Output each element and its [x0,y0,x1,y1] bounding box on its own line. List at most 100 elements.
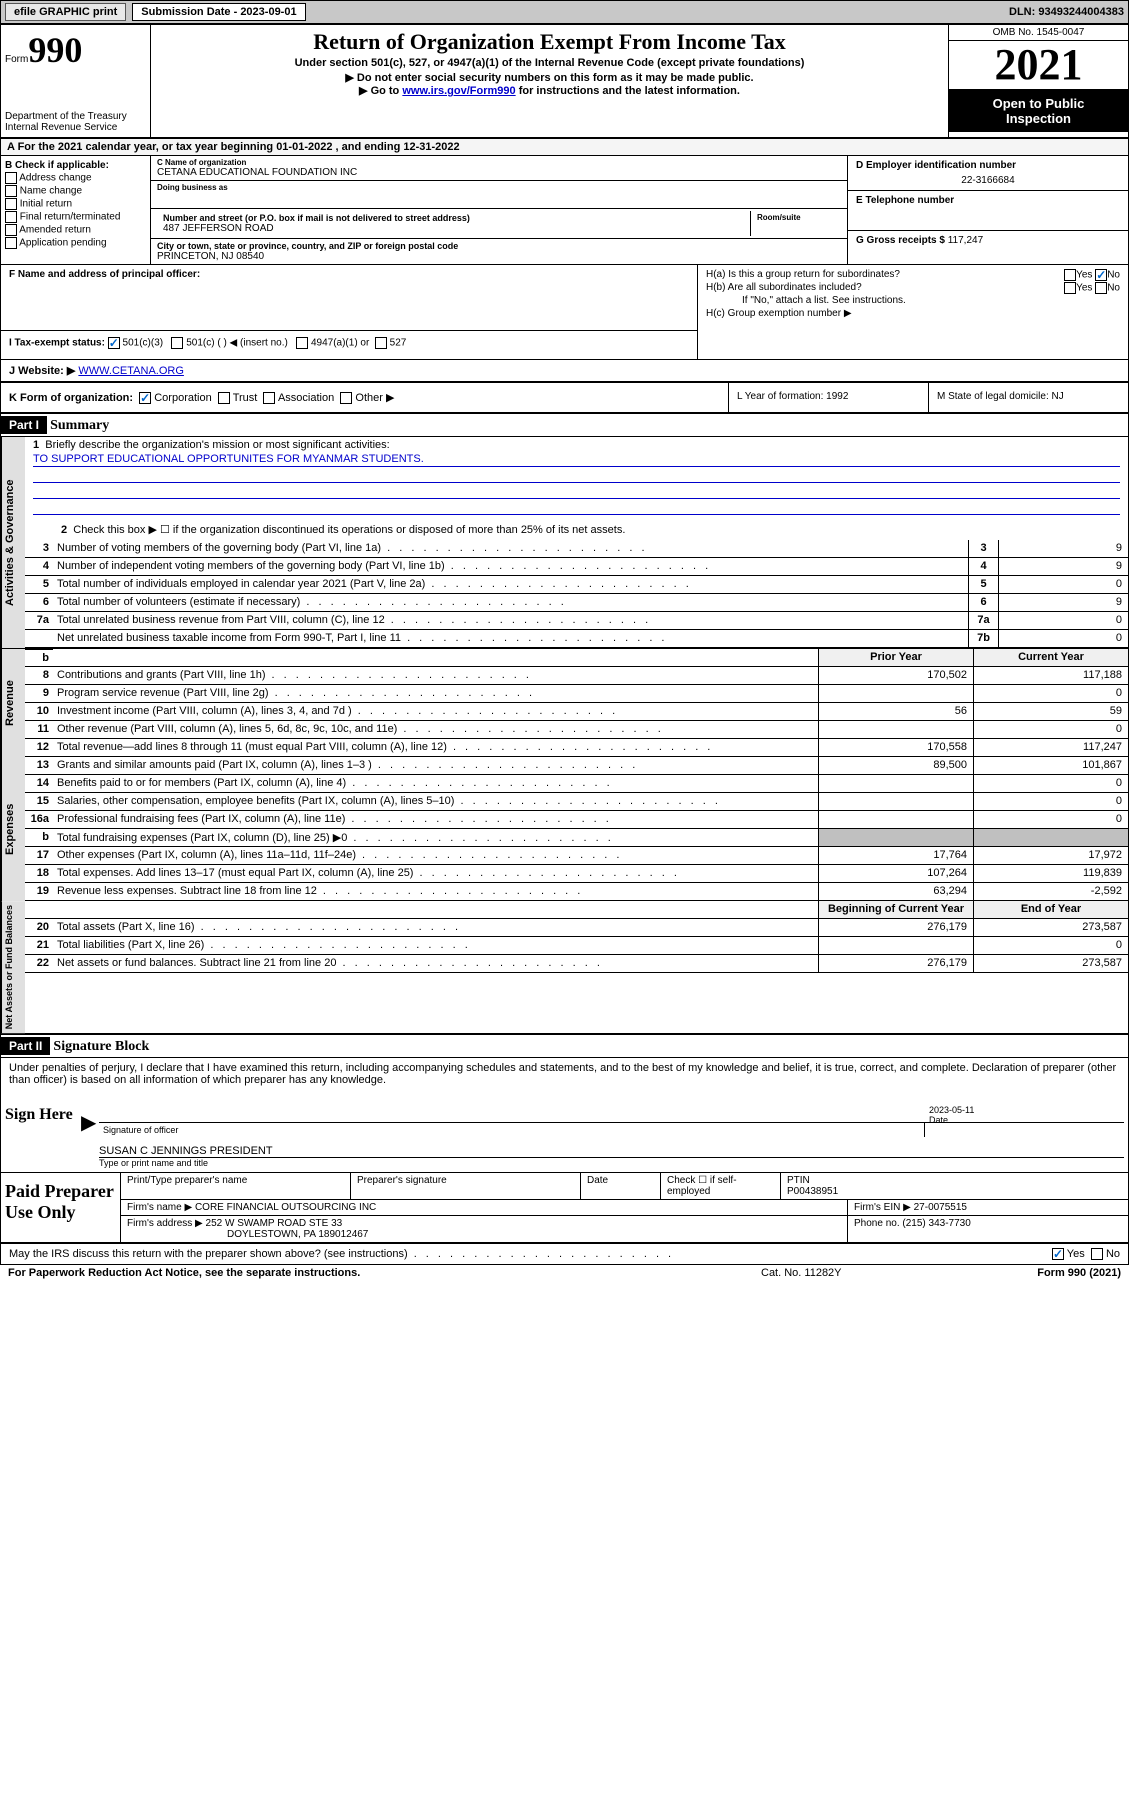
line-1: 1 Briefly describe the organization's mi… [25,437,1128,519]
irs-link[interactable]: www.irs.gov/Form990 [402,85,515,97]
sig-date: 2023-05-11 [929,1105,1120,1115]
row-klm: K Form of organization: Corporation Trus… [1,383,1128,414]
chk-assoc[interactable] [263,392,275,404]
chk-501c[interactable] [171,337,183,349]
header-left: Form990 Department of the Treasury Inter… [1,25,151,137]
table-row: 6Total number of volunteers (estimate if… [25,594,1128,612]
h-c: H(c) Group exemption number ▶ [706,308,1120,319]
form-header: Form990 Department of the Treasury Inter… [1,25,1128,139]
line-2: 2 Check this box ▶ ☐ if the organization… [25,519,1128,540]
paperwork-notice: For Paperwork Reduction Act Notice, see … [8,1267,761,1279]
chk-final[interactable]: Final return/terminated [5,211,146,223]
row-a-tax-year: A For the 2021 calendar year, or tax yea… [1,139,1128,156]
part-1-header: Part I Summary [1,414,1128,437]
sig-officer-label: Signature of officer [99,1123,924,1137]
chk-initial[interactable]: Initial return [5,198,146,210]
section-f: F Name and address of principal officer:… [1,265,698,359]
section-h: H(a) Is this a group return for subordin… [698,265,1128,359]
table-row: 4Number of independent voting members of… [25,558,1128,576]
table-row: 15Salaries, other compensation, employee… [25,793,1128,811]
chk-address[interactable]: Address change [5,172,146,184]
mission-text: TO SUPPORT EDUCATIONAL OPPORTUNITES FOR … [33,453,1120,467]
row-l: L Year of formation: 1992 [728,383,928,412]
sign-arrow-icon: ▶ [81,1090,95,1172]
ein: 22-3166684 [856,175,1120,186]
street-address: 487 JEFFERSON ROAD [163,223,744,234]
dba-cell: Doing business as [151,181,847,209]
table-row: 14Benefits paid to or for members (Part … [25,775,1128,793]
table-row: 19Revenue less expenses. Subtract line 1… [25,883,1128,901]
table-row: 10Investment income (Part VIII, column (… [25,703,1128,721]
side-net: Net Assets or Fund Balances [1,901,25,1033]
org-name-cell: C Name of organization CETANA EDUCATIONA… [151,156,847,181]
b-label: B Check if applicable: [5,160,146,171]
chk-4947[interactable] [296,337,308,349]
firm-addr2: DOYLESTOWN, PA 189012467 [127,1229,841,1240]
chk-name[interactable]: Name change [5,185,146,197]
city-cell: City or town, state or province, country… [151,239,847,264]
section-de: D Employer identification number 22-3166… [848,156,1128,264]
chk-amended[interactable]: Amended return [5,224,146,236]
section-d: D Employer identification number 22-3166… [848,156,1128,191]
row-j: J Website: ▶ WWW.CETANA.ORG [1,360,1128,383]
firm-addr1: 252 W SWAMP ROAD STE 33 [206,1218,343,1229]
chk-discuss-yes[interactable] [1052,1248,1064,1260]
h-b-note: If "No," attach a list. See instructions… [706,295,1120,306]
firm-ein: 27-0075515 [914,1202,967,1213]
form-ref: Form 990 (2021) [961,1267,1121,1279]
table-row: 17Other expenses (Part IX, column (A), l… [25,847,1128,865]
chk-other[interactable] [340,392,352,404]
net-header: Beginning of Current Year End of Year [25,901,1128,919]
section-bcd: B Check if applicable: Address change Na… [1,156,1128,265]
table-row: Net unrelated business taxable income fr… [25,630,1128,648]
rev-header: b Prior Year Current Year [25,649,1128,667]
row-k: K Form of organization: Corporation Trus… [1,383,728,412]
tax-year: 2021 [949,41,1128,90]
table-row: 22Net assets or fund balances. Subtract … [25,955,1128,973]
part-2-header: Part II Signature Block [1,1033,1128,1058]
gross-receipts: 117,247 [948,235,983,246]
table-row: 18Total expenses. Add lines 13–17 (must … [25,865,1128,883]
sign-here: Sign Here ▶ Signature of officer 2023-05… [1,1090,1128,1173]
header-center: Return of Organization Exempt From Incom… [151,25,948,137]
section-fh: F Name and address of principal officer:… [1,265,1128,360]
topbar: efile GRAPHIC print Submission Date - 20… [0,0,1129,24]
website-link[interactable]: WWW.CETANA.ORG [78,365,184,377]
table-row: 20Total assets (Part X, line 16)276,1792… [25,919,1128,937]
sig-date-label: 2023-05-11 Date [924,1123,1124,1137]
h-b: H(b) Are all subordinates included? Yes … [706,282,1120,293]
table-row: 11Other revenue (Part VIII, column (A), … [25,721,1128,739]
note-website: ▶ Go to www.irs.gov/Form990 for instruct… [159,84,940,97]
side-expenses: Expenses [1,757,25,901]
row-m: M State of legal domicile: NJ [928,383,1128,412]
efile-print-button[interactable]: efile GRAPHIC print [5,3,126,21]
form-990: Form990 Department of the Treasury Inter… [0,24,1129,1265]
table-row: 7aTotal unrelated business revenue from … [25,612,1128,630]
activities-governance: Activities & Governance 1 Briefly descri… [1,437,1128,648]
chk-527[interactable] [375,337,387,349]
section-b: B Check if applicable: Address change Na… [1,156,151,264]
form-title: Return of Organization Exempt From Incom… [159,29,940,55]
row-i: I Tax-exempt status: 501(c)(3) 501(c) ( … [1,330,697,355]
section-g: G Gross receipts $ 117,247 [848,231,1128,250]
chk-corp[interactable] [139,392,151,404]
city-state-zip: PRINCETON, NJ 08540 [157,251,841,262]
submission-date: Submission Date - 2023-09-01 [132,3,305,21]
table-row: 8Contributions and grants (Part VIII, li… [25,667,1128,685]
dept-irs: Internal Revenue Service [5,122,146,133]
cat-no: Cat. No. 11282Y [761,1267,961,1279]
table-row: bTotal fundraising expenses (Part IX, co… [25,829,1128,847]
paid-preparer: Paid Preparer Use Only Print/Type prepar… [1,1173,1128,1244]
chk-pending[interactable]: Application pending [5,237,146,249]
firm-phone: (215) 343-7730 [902,1218,970,1229]
penalties-text: Under penalties of perjury, I declare th… [1,1058,1128,1090]
form-number: 990 [28,30,82,70]
section-e: E Telephone number [848,191,1128,231]
chk-501c3[interactable] [108,337,120,349]
ptin: P00438951 [787,1186,838,1197]
chk-trust[interactable] [218,392,230,404]
chk-discuss-no[interactable] [1091,1248,1103,1260]
org-name: CETANA EDUCATIONAL FOUNDATION INC [157,167,841,178]
table-row: 3Number of voting members of the governi… [25,540,1128,558]
omb-number: OMB No. 1545-0047 [949,25,1128,41]
